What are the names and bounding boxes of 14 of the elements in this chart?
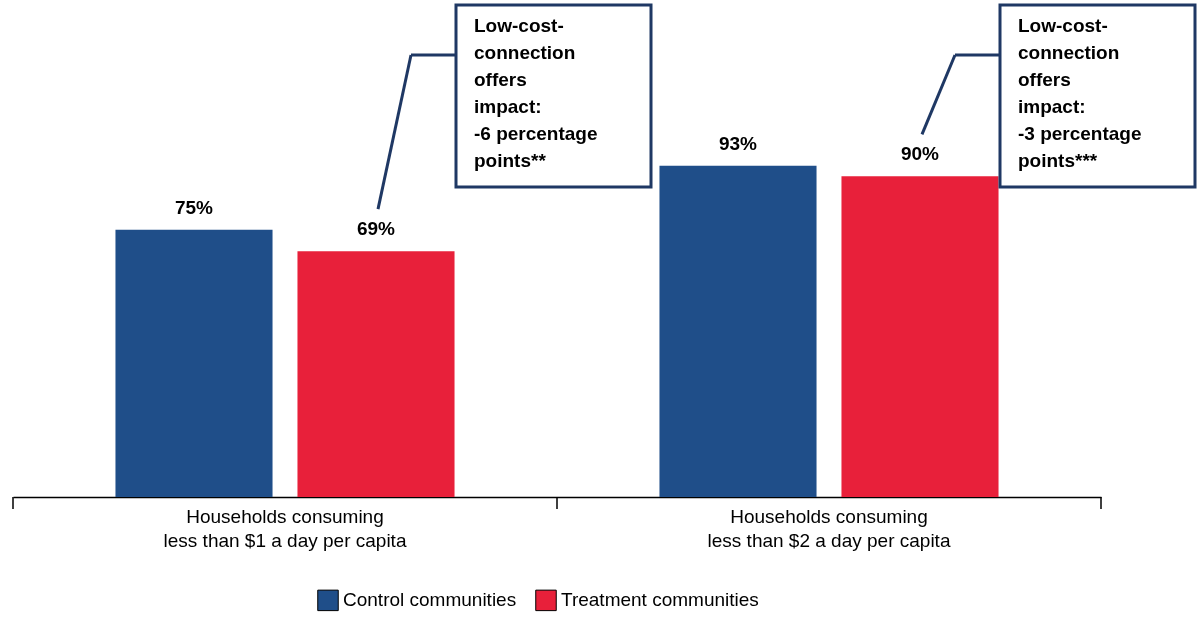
bar (115, 229, 273, 497)
bar (841, 176, 999, 497)
annotation: Low-cost- connection offers impact: -6 percentage points** (474, 15, 598, 171)
data-label: 90% (900, 143, 940, 165)
legend-label: Control communities (343, 589, 517, 611)
bar (297, 251, 455, 497)
x-tick-label: Households consuming less than $2 a day per capita (707, 505, 951, 551)
data-label: 93% (718, 132, 758, 154)
annotation: Low-cost- connection offers impact: -3 percentage points*** (1018, 15, 1142, 171)
legend-label: Treatment communities (561, 589, 759, 611)
bar (659, 165, 817, 497)
data-label: 75% (174, 196, 214, 218)
data-label: 69% (356, 218, 396, 240)
x-tick-label: Households consuming less than $1 a day per capita (163, 505, 407, 551)
